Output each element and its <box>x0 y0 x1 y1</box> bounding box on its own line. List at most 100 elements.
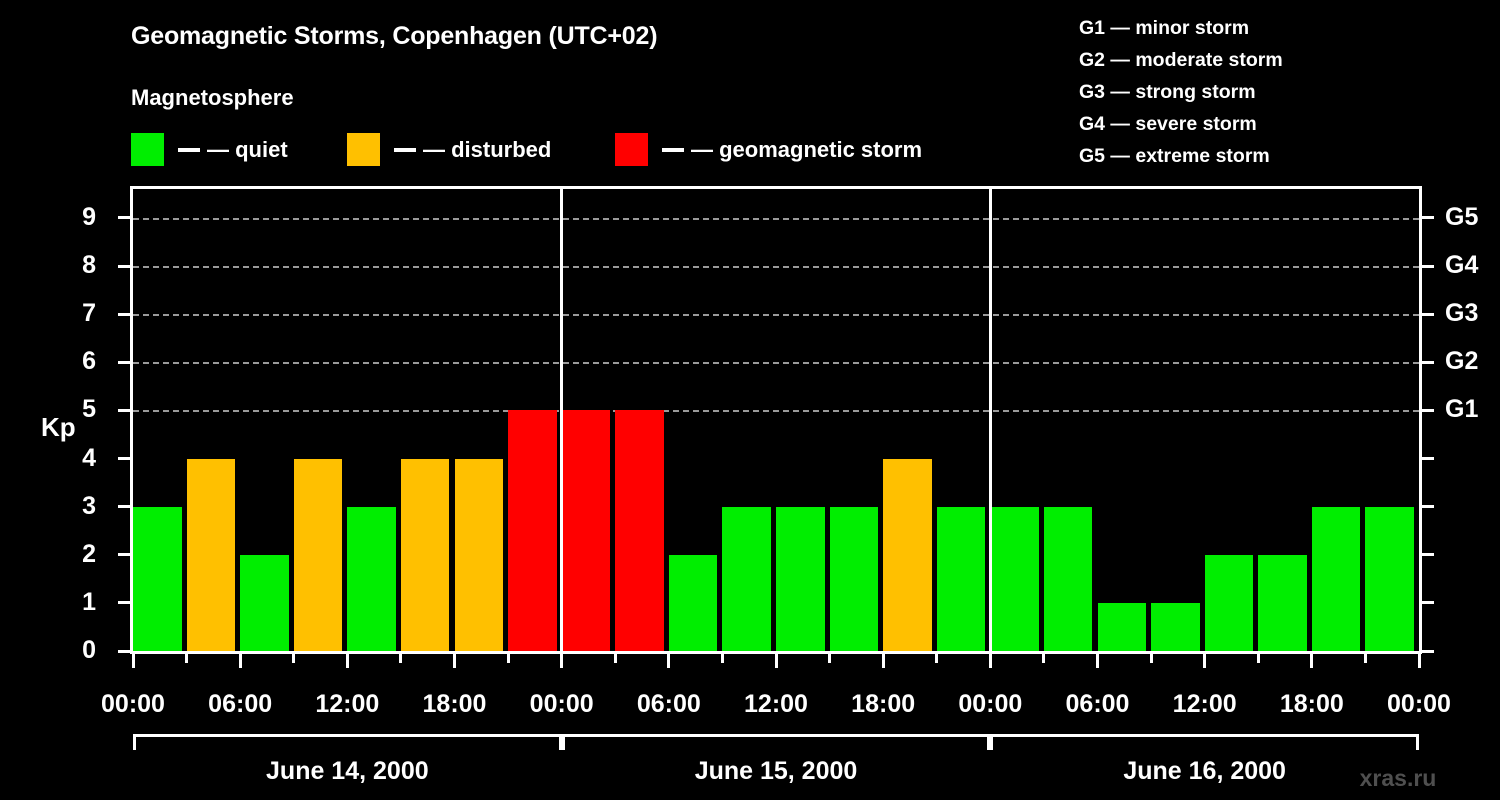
x-tick-label: 00:00 <box>1387 690 1451 718</box>
y-tick-right <box>1419 457 1434 460</box>
legend-dash-icon <box>178 147 200 152</box>
bar[interactable] <box>990 506 1039 651</box>
bar[interactable] <box>347 506 396 651</box>
x-tick <box>1042 654 1046 663</box>
bar[interactable] <box>936 506 986 651</box>
x-tick-label: 18:00 <box>1279 690 1344 718</box>
legend-item-disturbed: — disturbed <box>347 133 551 166</box>
x-tick <box>935 654 939 663</box>
y-tick-label: 8 <box>82 251 96 279</box>
legend-label-disturbed: — disturbed <box>423 136 552 162</box>
bar[interactable] <box>668 554 718 651</box>
page-title: Geomagnetic Storms, Copenhagen (UTC+02) <box>131 22 658 50</box>
day-bracket <box>561 734 991 750</box>
bar[interactable] <box>454 458 504 651</box>
y-tick-right <box>1419 601 1434 605</box>
gridline-kp-7 <box>133 314 1419 317</box>
bar[interactable] <box>1258 554 1307 651</box>
y-tick-label: 0 <box>82 636 96 664</box>
y-tick-label: 4 <box>82 443 96 472</box>
y-axis-title: Kp <box>41 412 76 442</box>
y-tick-right <box>1419 360 1434 364</box>
gscale-line-g1: G1 — minor storm <box>1079 17 1250 39</box>
g-scale-tick-label: G2 <box>1445 347 1479 376</box>
day-label: June 14, 2000 <box>266 757 429 785</box>
x-tick <box>613 654 617 663</box>
bar[interactable] <box>1365 506 1414 651</box>
x-tick-label: 06:00 <box>208 690 273 718</box>
x-tick <box>774 654 778 668</box>
bar[interactable] <box>561 410 611 651</box>
bar[interactable] <box>240 554 289 651</box>
bar[interactable] <box>722 506 771 651</box>
x-tick <box>667 654 671 668</box>
x-tick <box>238 654 242 668</box>
y-tick-right <box>1419 216 1434 220</box>
x-tick <box>1310 654 1314 668</box>
x-tick <box>881 654 885 668</box>
y-tick <box>118 649 133 653</box>
legend-item-quiet: — quiet <box>131 133 288 166</box>
bar[interactable] <box>1097 602 1147 651</box>
bar[interactable] <box>1043 506 1093 651</box>
x-tick <box>720 654 724 663</box>
bar[interactable] <box>186 458 236 651</box>
gridline-kp-9 <box>133 217 1419 220</box>
x-tick <box>1363 654 1367 663</box>
x-tick <box>828 654 832 663</box>
x-tick-label: 06:00 <box>1065 690 1130 718</box>
bar[interactable] <box>133 506 182 651</box>
x-tick <box>1203 654 1207 668</box>
gridline-kp-6 <box>133 362 1419 365</box>
x-tick <box>185 654 189 663</box>
y-tick <box>118 408 133 412</box>
x-tick <box>453 654 456 668</box>
y-tick <box>118 264 133 268</box>
x-tick <box>131 654 135 668</box>
bar[interactable] <box>1204 554 1254 651</box>
g-scale-tick-label: G1 <box>1445 395 1479 424</box>
gscale-legend: G1 — minor storm G2 — moderate storm G3 … <box>1079 12 1419 172</box>
legend-label-storm: — geomagnetic storm <box>691 136 923 162</box>
x-tick <box>506 654 510 663</box>
legend-dash-icon <box>394 147 416 152</box>
bar[interactable] <box>829 506 879 651</box>
bar[interactable] <box>400 458 450 651</box>
y-tick <box>118 360 133 364</box>
legend-swatch-quiet-icon <box>131 133 164 166</box>
bar[interactable] <box>293 458 343 651</box>
day-bracket <box>990 734 1419 750</box>
x-tick <box>560 654 564 668</box>
bar[interactable] <box>883 458 932 651</box>
gscale-line-g5: G5 — extreme storm <box>1079 145 1270 167</box>
legend-swatch-storm-icon <box>615 133 648 166</box>
y-tick-label: 2 <box>82 539 96 568</box>
x-tick <box>988 654 992 668</box>
bar[interactable] <box>1311 506 1361 651</box>
x-tick-label: 12:00 <box>744 690 808 718</box>
x-tick <box>1149 654 1153 663</box>
bar[interactable] <box>508 410 557 651</box>
bar[interactable] <box>1151 602 1200 651</box>
day-separator <box>560 189 564 651</box>
bar[interactable] <box>776 506 825 651</box>
watermark: xras.ru <box>1359 765 1437 791</box>
plot-area <box>130 186 1422 654</box>
x-tick-label: 12:00 <box>1172 690 1237 718</box>
y-tick-right <box>1419 264 1434 268</box>
y-tick <box>118 505 133 509</box>
y-tick <box>118 601 133 605</box>
gridline-kp-5 <box>133 410 1419 413</box>
y-tick-label: 9 <box>82 202 96 231</box>
x-tick-label: 18:00 <box>422 690 487 718</box>
bar[interactable] <box>615 410 664 651</box>
x-tick-label: 00:00 <box>529 690 594 718</box>
y-tick <box>118 553 133 557</box>
y-tick-label: 6 <box>82 347 96 376</box>
y-tick-right <box>1419 553 1434 557</box>
y-tick <box>118 312 133 316</box>
y-tick-right <box>1419 408 1434 412</box>
y-tick <box>118 216 133 220</box>
legend-swatch-disturbed-icon <box>347 133 380 166</box>
